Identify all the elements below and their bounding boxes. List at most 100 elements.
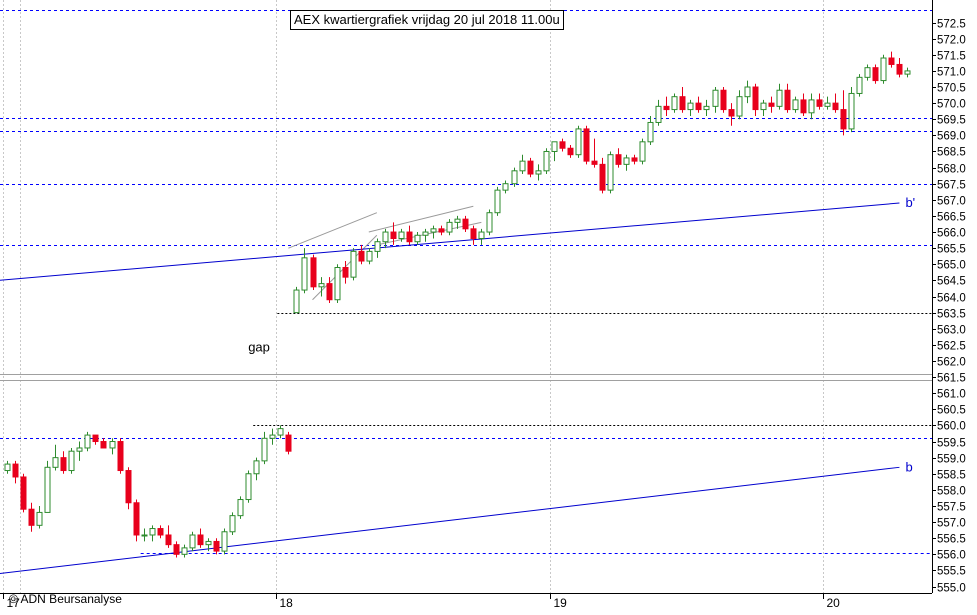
candle-down xyxy=(285,434,292,452)
candle-up xyxy=(792,99,799,111)
candle-up xyxy=(760,102,767,111)
trend-line xyxy=(0,202,900,281)
x-tick-label: 18 xyxy=(280,596,294,610)
candle-up xyxy=(149,528,156,536)
candle-up xyxy=(744,86,751,98)
y-tick-label: 555.5 xyxy=(937,566,966,578)
candle-up xyxy=(374,241,381,252)
candle-up xyxy=(109,441,116,449)
candle-up xyxy=(350,250,357,278)
channel-line xyxy=(288,212,378,249)
candle-up xyxy=(414,234,421,243)
candle-up xyxy=(293,289,300,314)
y-tick-label: 557.0 xyxy=(937,518,966,530)
candle-down xyxy=(165,534,172,546)
y-tick-label: 561.5 xyxy=(937,373,966,385)
candle-up xyxy=(639,141,646,162)
candle-down xyxy=(832,102,839,111)
candle-up xyxy=(430,228,437,233)
y-tick-label: 566.0 xyxy=(937,228,966,240)
candle-down xyxy=(872,67,879,82)
candle-down xyxy=(896,63,903,75)
candle-up xyxy=(76,447,83,452)
candle-up xyxy=(478,231,485,239)
candle-down xyxy=(28,508,35,526)
candle-down xyxy=(752,86,759,111)
y-tick-label: 572.5 xyxy=(937,19,966,31)
trend-lines-layer: b' b xyxy=(0,195,915,575)
candle-down xyxy=(326,283,333,301)
y-tick-label: 572.0 xyxy=(937,35,966,47)
y-tick-label: 559.0 xyxy=(937,454,966,466)
candle-down xyxy=(133,502,140,536)
candle-up xyxy=(141,534,148,537)
candle-up xyxy=(205,540,212,546)
candle-up xyxy=(318,283,325,288)
y-tick-label: 562.0 xyxy=(937,357,966,369)
y-tick-label: 569.5 xyxy=(937,115,966,127)
candle-up xyxy=(181,547,188,555)
y-tick-label: 570.5 xyxy=(937,83,966,95)
candle-down xyxy=(784,89,791,111)
y-tick-label: 558.0 xyxy=(937,486,966,498)
candle-up xyxy=(422,231,429,236)
candle-up xyxy=(253,460,260,475)
candle-down xyxy=(342,266,349,278)
candle-up xyxy=(575,128,582,156)
candle-down xyxy=(768,102,775,107)
y-tick-label: 569.0 xyxy=(937,131,966,143)
y-tick-label: 555.0 xyxy=(937,583,966,595)
candle-up xyxy=(904,70,911,75)
candle-up xyxy=(84,434,91,449)
copyright-label: © ADN Beursanalyse xyxy=(9,592,122,606)
y-tick-label: 556.0 xyxy=(937,550,966,562)
candle-up xyxy=(808,99,815,114)
candle-down xyxy=(888,57,895,65)
candle-up xyxy=(261,437,268,462)
candle-down xyxy=(470,228,477,239)
candle-up xyxy=(36,511,43,526)
candle-up xyxy=(245,473,252,501)
candle-up xyxy=(864,67,871,78)
candle-up xyxy=(502,183,509,191)
y-tick-label: 565.0 xyxy=(937,260,966,272)
candle-down xyxy=(527,160,534,175)
candle-down xyxy=(567,147,574,156)
candle-down xyxy=(591,160,598,165)
candle-up xyxy=(647,121,654,143)
candle-down xyxy=(559,141,566,149)
candle-down xyxy=(728,109,735,117)
y-tick-label: 557.5 xyxy=(937,502,966,514)
candle-down xyxy=(173,544,180,555)
candle-up xyxy=(776,89,783,107)
candle-up xyxy=(623,157,630,165)
y-tick-label: 564.0 xyxy=(937,293,966,305)
y-tick-label: 561.0 xyxy=(937,389,966,401)
candle-down xyxy=(125,470,132,504)
trend-line xyxy=(0,466,900,575)
candle-down xyxy=(406,231,413,243)
candle-up xyxy=(736,96,743,117)
candle-up xyxy=(44,466,51,513)
candle-down xyxy=(462,218,469,230)
candle-down xyxy=(12,463,19,478)
candle-down xyxy=(663,105,670,111)
candle-up xyxy=(301,257,308,291)
candle-up xyxy=(4,463,11,472)
y-tick-label: 564.5 xyxy=(937,276,966,288)
candle-down xyxy=(816,99,823,107)
candle-down xyxy=(310,257,317,288)
candle-down xyxy=(390,231,397,239)
y-tick-label: 568.5 xyxy=(937,147,966,159)
candle-up xyxy=(446,221,453,233)
y-tick-label: 567.0 xyxy=(937,196,966,208)
x-tick-label: 17 xyxy=(7,596,21,610)
y-tick-label: 563.0 xyxy=(937,325,966,337)
x-tick-label: 20 xyxy=(827,596,841,610)
candle-up xyxy=(237,499,244,517)
y-tick-label: 568.0 xyxy=(937,164,966,176)
candle-up xyxy=(189,534,196,549)
